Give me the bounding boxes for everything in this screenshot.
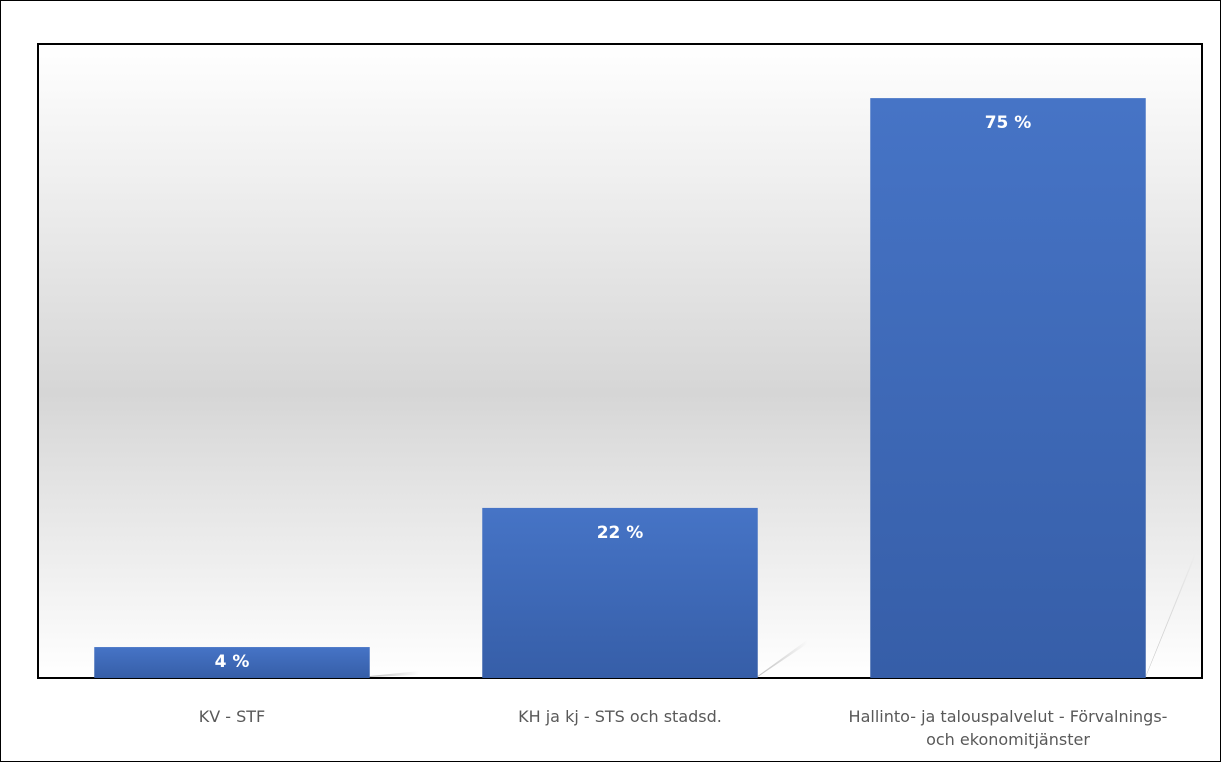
bar-shadow [1145,552,1196,677]
bar-shadow [757,639,808,677]
data-labels: 4 % 22 % 75 % [215,113,1032,672]
category-label: KH ja kj - STS och stadsd. [410,705,830,728]
category-label-line: och ekonomitjänster [926,730,1090,749]
bar-shadow [369,671,420,677]
category-label-line: KH ja kj - STS och stadsd. [518,707,722,726]
bar [482,507,758,678]
data-label: 75 % [985,113,1032,133]
bar [870,98,1146,678]
data-label: 22 % [597,523,644,543]
category-label: KV - STF [22,705,442,728]
category-label: Hallinto- ja talouspalvelut - Förvalning… [798,705,1218,751]
category-label-line: Hallinto- ja talouspalvelut - Förvalning… [848,707,1168,726]
category-label-line: KV - STF [198,707,266,726]
bar [94,647,370,678]
bar-series [94,98,1146,678]
bar-shadows [369,552,1196,677]
data-label: 4 % [215,652,250,672]
